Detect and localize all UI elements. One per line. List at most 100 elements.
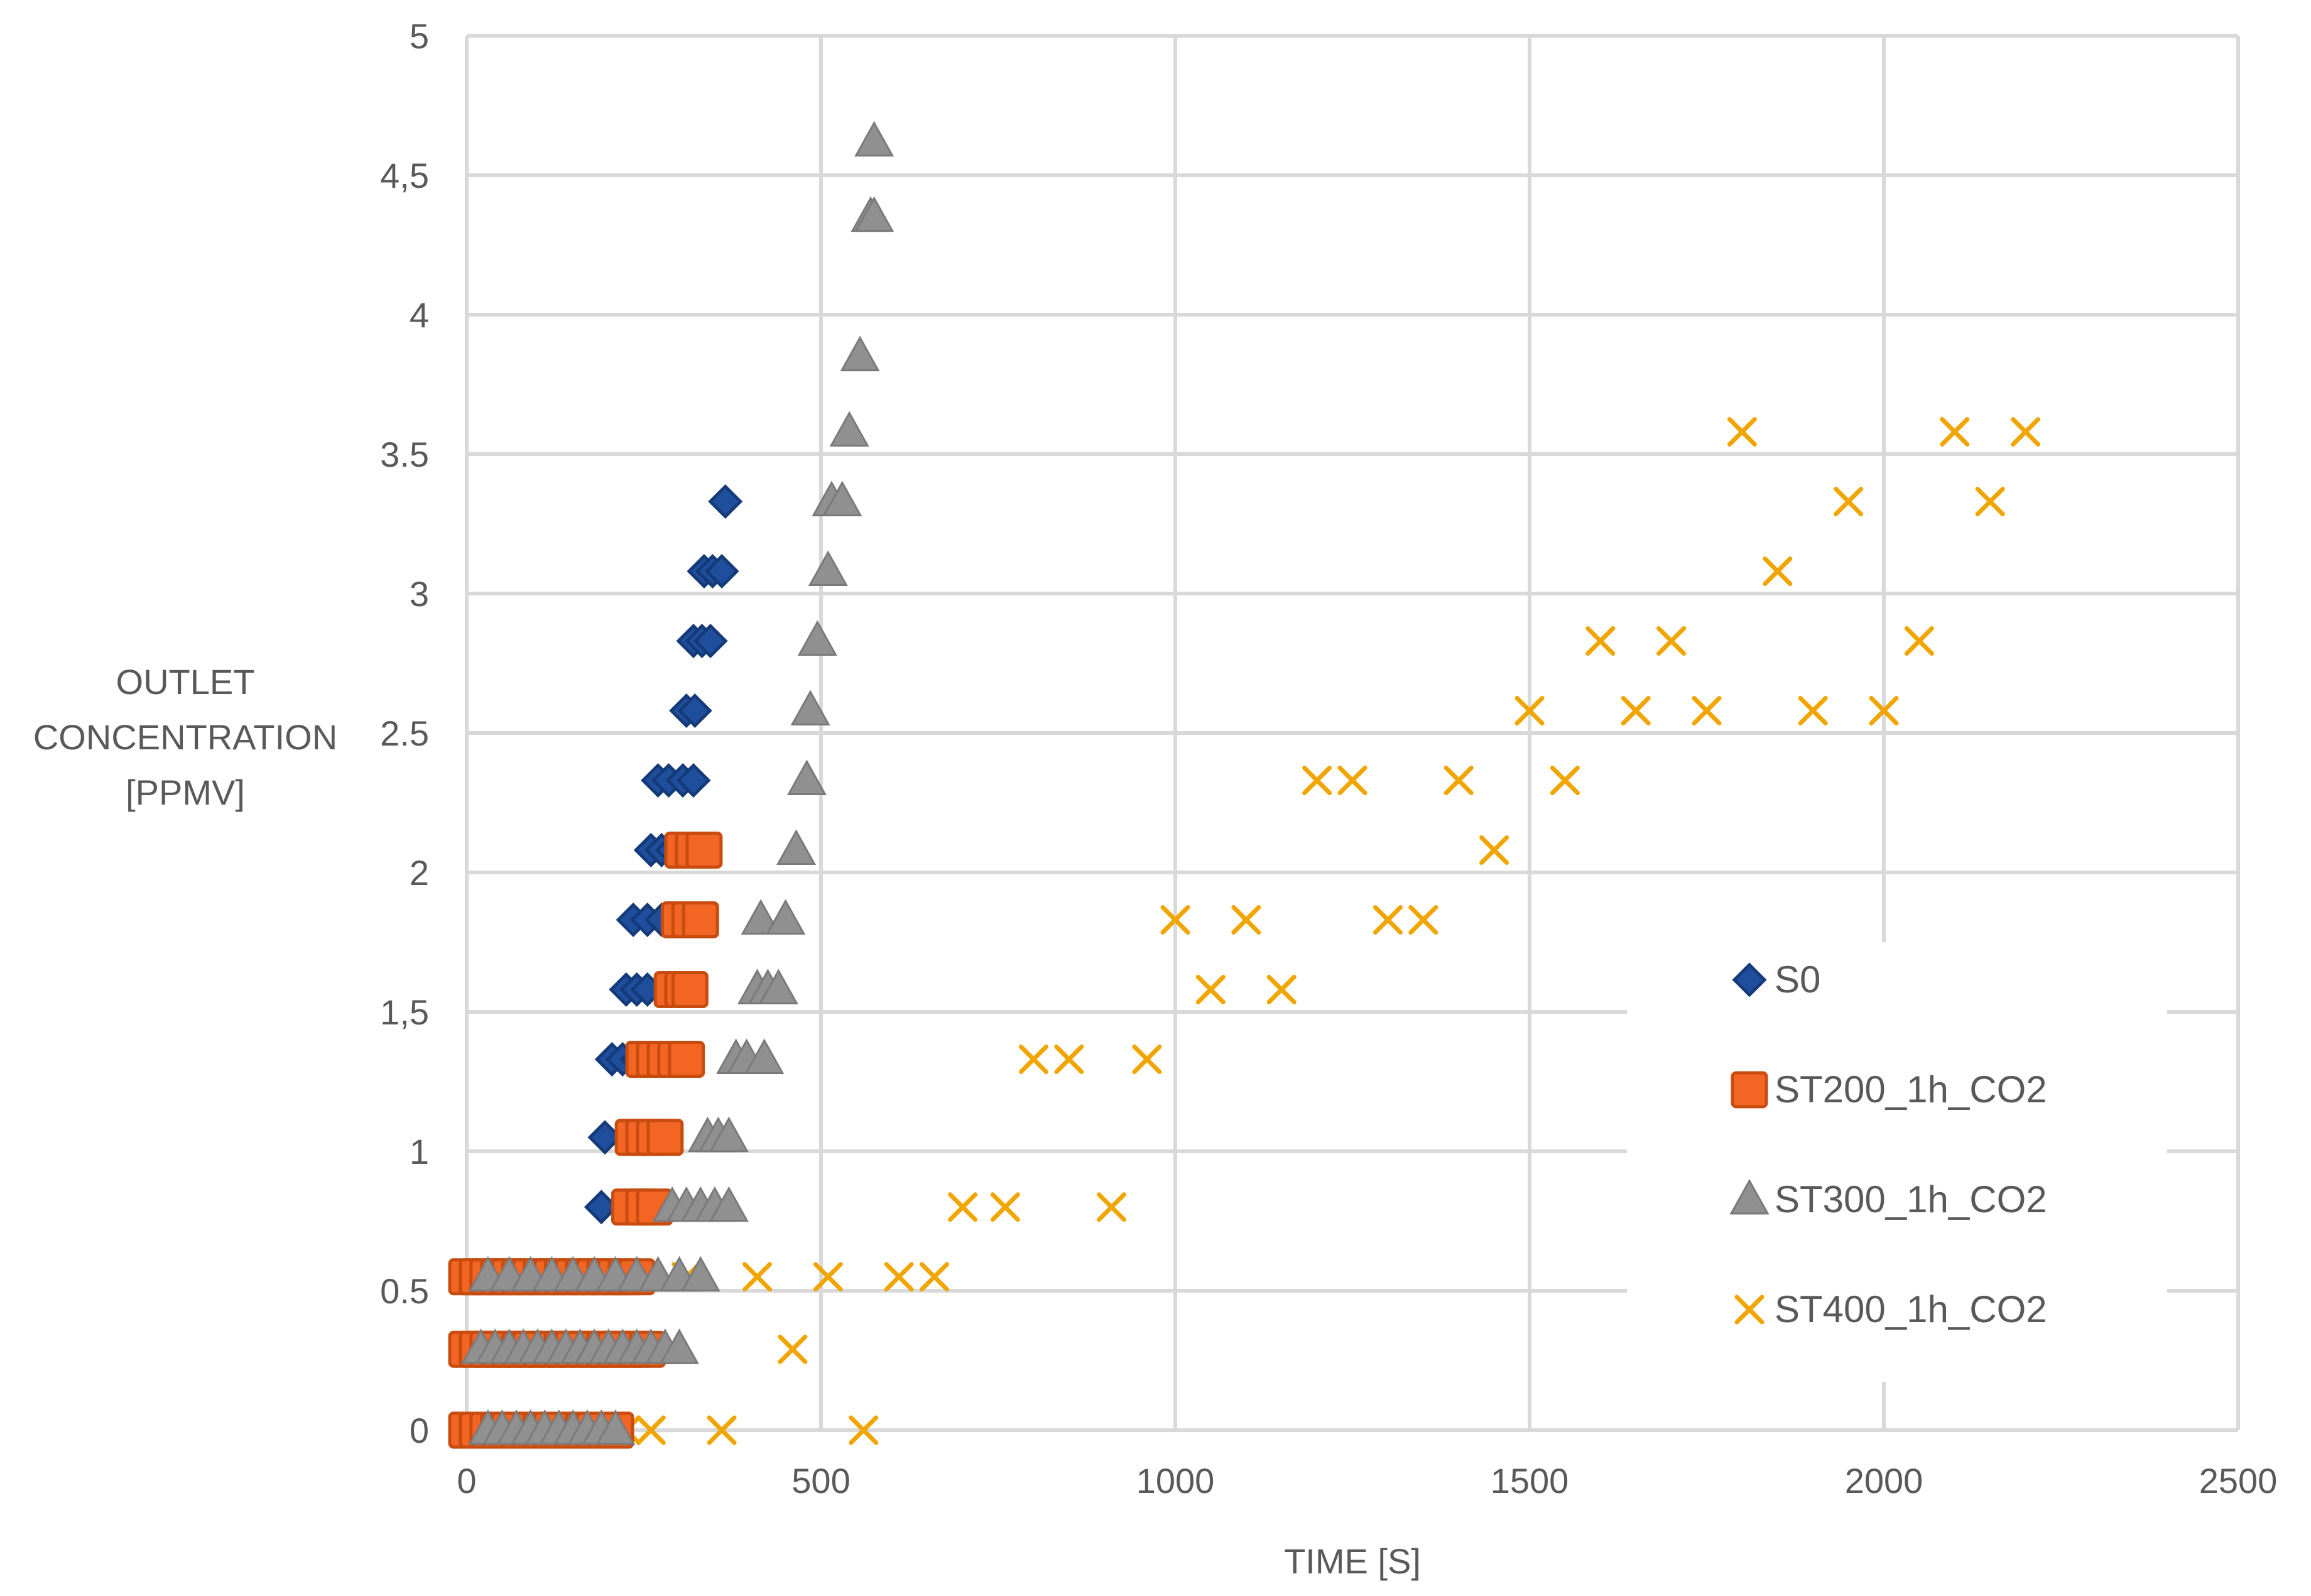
data-point <box>595 1409 636 1445</box>
data-point <box>1834 486 1864 516</box>
y-tick-label: 2 <box>410 853 429 893</box>
data-point <box>676 763 711 798</box>
data-point <box>1231 904 1261 935</box>
data-point <box>744 1038 785 1074</box>
x-tick-label: 2500 <box>2199 1461 2278 1501</box>
data-point <box>990 1192 1020 1222</box>
data-points <box>448 121 2041 1449</box>
data-point <box>1160 904 1190 935</box>
legend-label: ST300_1h_CO2 <box>1775 1178 2047 1220</box>
series-S0 <box>449 484 743 1295</box>
data-point <box>2011 416 2041 447</box>
y-tick-labels: 0 0.5 1 1,5 2 2.5 3 3.5 4 4,5 5 <box>380 16 429 1450</box>
data-point <box>1585 626 1616 656</box>
data-point <box>1692 695 1722 725</box>
data-point <box>1975 486 2005 516</box>
data-point <box>786 759 827 795</box>
data-point <box>829 411 869 447</box>
y-tick-label: 1,5 <box>380 992 429 1032</box>
x-tick-label: 1000 <box>1136 1461 1215 1501</box>
y-tick-label: 0 <box>410 1411 429 1450</box>
data-point <box>1132 1044 1162 1074</box>
x-axis-title: TIME [S] <box>1284 1541 1421 1581</box>
data-point <box>884 1262 914 1292</box>
data-point <box>1018 1044 1048 1074</box>
y-tick-label: 1 <box>410 1132 429 1171</box>
y-tick-label: 2.5 <box>380 714 429 753</box>
data-point <box>742 1262 772 1292</box>
y-axis-title: OUTLET CONCENTRATION [PPMV] <box>33 662 337 812</box>
data-point <box>778 1334 808 1364</box>
data-point <box>646 1119 684 1156</box>
data-point <box>682 901 719 938</box>
data-point <box>948 1192 978 1222</box>
data-point <box>1798 695 1828 725</box>
data-point <box>677 693 712 729</box>
data-point <box>854 196 894 232</box>
gridlines <box>465 34 2240 1432</box>
x-tick-label: 1500 <box>1491 1461 1569 1501</box>
data-point <box>822 480 862 516</box>
data-point <box>659 1328 699 1364</box>
data-point <box>1727 416 1757 447</box>
data-point <box>680 1256 720 1292</box>
y-tick-label: 4,5 <box>380 156 429 195</box>
data-point <box>1054 1044 1084 1074</box>
x-tick-label: 2000 <box>1845 1461 1923 1501</box>
data-point <box>1904 626 1934 656</box>
data-point <box>1656 626 1687 656</box>
data-point <box>1408 904 1438 935</box>
data-point <box>1096 1192 1126 1222</box>
data-point <box>1869 695 1899 725</box>
data-point <box>1763 556 1793 586</box>
data-point <box>1514 695 1545 725</box>
y-axis-title-line-3: [PPMV] <box>126 773 245 812</box>
data-point <box>1621 695 1651 725</box>
data-point <box>808 550 848 586</box>
data-point <box>709 1186 749 1222</box>
legend-marker <box>1731 1071 1768 1109</box>
y-tick-label: 5 <box>410 16 429 56</box>
x-tick-label: 500 <box>791 1461 850 1501</box>
data-point <box>854 121 894 157</box>
data-point <box>1337 765 1368 795</box>
data-point <box>797 620 837 656</box>
legend-item: ST400_1h_CO2 <box>1734 1288 2047 1330</box>
data-point <box>709 1116 749 1153</box>
legend-marker <box>1729 1178 1770 1215</box>
series-ST300_1h_CO2 <box>461 121 894 1445</box>
y-tick-label: 4 <box>410 295 429 335</box>
legend-background <box>1627 942 2167 1382</box>
legend-label: S0 <box>1775 958 1820 1001</box>
data-point <box>1266 974 1297 1004</box>
y-tick-label: 0.5 <box>380 1271 429 1311</box>
data-point <box>1302 765 1332 795</box>
legend-label: ST200_1h_CO2 <box>1775 1068 2047 1110</box>
data-point <box>766 899 806 935</box>
data-point <box>790 690 830 725</box>
x-tick-label: 0 <box>457 1461 476 1501</box>
legend-marker <box>1734 1295 1765 1325</box>
data-point <box>708 484 743 519</box>
y-tick-label: 3 <box>410 574 429 614</box>
data-point <box>776 829 817 865</box>
data-point <box>1479 835 1509 865</box>
legend-item: S0 <box>1732 958 1820 1001</box>
data-point <box>693 623 728 659</box>
y-tick-label: 3.5 <box>380 435 429 474</box>
data-point <box>919 1262 949 1292</box>
data-point <box>707 1415 737 1445</box>
data-point <box>1373 904 1403 935</box>
data-point <box>668 1040 705 1078</box>
data-point <box>741 899 781 935</box>
data-point <box>671 970 709 1008</box>
data-point <box>1195 974 1226 1004</box>
data-point <box>685 831 723 869</box>
data-point <box>1550 765 1580 795</box>
legend-item: ST200_1h_CO2 <box>1731 1068 2047 1110</box>
legend-marker <box>1732 962 1767 997</box>
data-point <box>636 1415 666 1445</box>
legend: S0 ST200_1h_CO2 ST300_1h_CO2 ST400_1h_CO2 <box>1729 958 2047 1330</box>
data-point <box>704 553 739 589</box>
